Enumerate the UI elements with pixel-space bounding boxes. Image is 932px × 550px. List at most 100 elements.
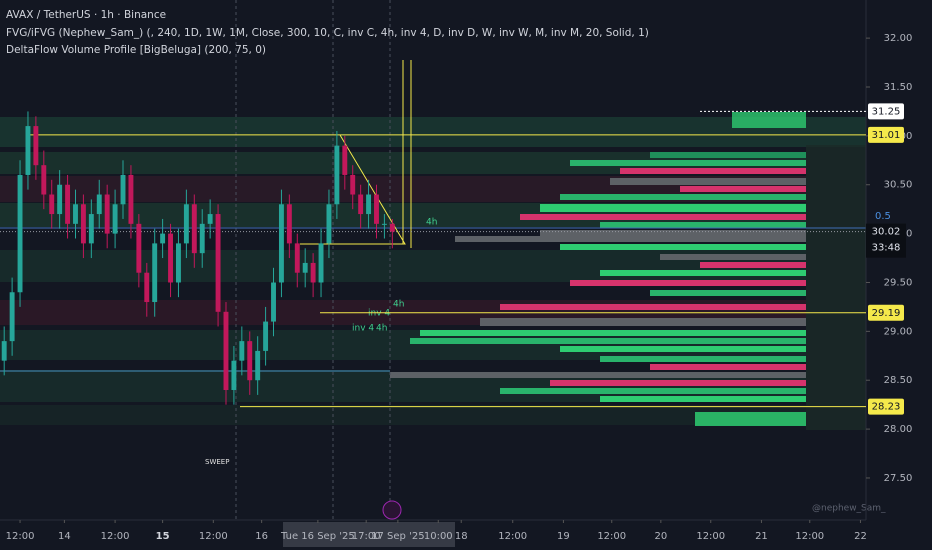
x-tick-label: 19 <box>557 531 570 542</box>
candle-body <box>263 321 269 351</box>
x-tick-label: 12:00 <box>6 531 35 542</box>
annotation: 4h <box>376 324 387 334</box>
volume-profile <box>390 112 866 430</box>
candle-body <box>231 360 237 390</box>
indicator: DeltaFlow Volume Profile [BigBeluga] (20… <box>6 44 266 56</box>
x-tick-label: 14 <box>58 531 71 542</box>
x-tick-label: 12:00 <box>101 531 130 542</box>
candle-body <box>271 282 276 322</box>
candle-body <box>73 204 78 224</box>
y-tick-label: 28.50 <box>884 375 913 386</box>
candle-body <box>9 292 15 342</box>
y-tick-label: 28.00 <box>884 424 913 435</box>
candle-body <box>41 165 47 195</box>
y-tick-label: 32.00 <box>884 33 913 44</box>
candle-body <box>152 243 158 303</box>
candle-body <box>160 233 166 244</box>
event-icon[interactable] <box>382 500 402 520</box>
countdown: 33:48 <box>872 243 901 254</box>
candle-body <box>176 243 181 283</box>
candle-body <box>389 223 395 232</box>
watermark: @nephew_Sam_ <box>812 504 886 514</box>
candle-body <box>104 194 110 234</box>
annotation: 4h <box>393 300 404 310</box>
y-tick-label: 29.50 <box>884 277 913 288</box>
candle-body <box>294 243 300 273</box>
chart-title: AVAX / TetherUS · 1h · Binance <box>6 9 166 21</box>
price-label-bg <box>868 398 904 415</box>
x-tick-label: 18 <box>455 531 468 542</box>
last-price-label: 30.02 <box>872 227 901 238</box>
candle-body <box>120 174 126 205</box>
candle-body <box>223 311 229 390</box>
x-tick-label: 15 <box>156 531 170 542</box>
candle-body <box>183 204 189 244</box>
price-label: 29.19 <box>872 308 901 319</box>
x-tick-label: 12:00 <box>696 531 725 542</box>
price-label: 31.25 <box>872 106 901 117</box>
candle-body <box>247 341 253 381</box>
candle-body <box>278 204 284 283</box>
indicator: FVG/iFVG (Nephew_Sam_) (, 240, 1D, 1W, 1… <box>6 27 649 39</box>
candle-body <box>239 341 245 361</box>
x-tick-label: 17 Sep '25 <box>371 531 424 542</box>
price-label-bg <box>868 126 904 143</box>
x-tick-label: 12:00 <box>199 531 228 542</box>
y-tick-label: 27.50 <box>884 473 913 484</box>
x-tick-label: 20 <box>654 531 667 542</box>
candle-body <box>96 194 102 215</box>
candle-body <box>25 126 31 175</box>
candle-body <box>207 214 213 224</box>
candle-body <box>326 204 332 244</box>
candle-body <box>310 262 316 283</box>
candle-body <box>350 174 356 195</box>
candle-body <box>302 262 308 273</box>
candle-body <box>215 214 221 312</box>
candle-body <box>65 184 71 224</box>
candle-body <box>334 145 340 205</box>
x-tick-label: 21 <box>755 531 768 542</box>
x-tick-label: 10:00 <box>424 531 453 542</box>
candle-body <box>49 194 55 215</box>
x-tick-label: 22 <box>854 531 867 542</box>
candle-body <box>33 126 39 166</box>
price-label: 31.01 <box>872 130 901 141</box>
crosshair-range <box>283 522 455 547</box>
candle-body <box>255 350 261 381</box>
x-tick-label: 12:00 <box>498 531 527 542</box>
last-price-bg <box>866 223 906 258</box>
candle-body <box>286 204 292 244</box>
x-tick-label: 12:00 <box>597 531 626 542</box>
y-tick-label: 29.00 <box>884 326 913 337</box>
drawings <box>0 0 866 520</box>
candle-body <box>144 272 150 303</box>
candle-body <box>374 194 379 224</box>
candle-body <box>168 233 173 283</box>
fib-label: 0.5 <box>875 211 891 222</box>
annotation: 4h <box>426 218 437 228</box>
annotation: SWEEP <box>205 458 229 466</box>
price-label-bg <box>868 304 904 321</box>
y-tick-label: 31.50 <box>884 82 913 93</box>
x-tick-label: 17:00 <box>352 531 381 542</box>
candle-body <box>112 204 118 234</box>
candle-body <box>136 223 142 273</box>
candle-body <box>88 214 94 244</box>
candle-body <box>366 194 372 215</box>
candle-body <box>342 145 348 175</box>
y-tick-label: 30.50 <box>884 180 913 191</box>
candle-body <box>199 223 205 254</box>
x-tick-label: 12:00 <box>795 531 824 542</box>
candle-body <box>358 194 364 215</box>
candle-body <box>191 204 197 254</box>
candle-body <box>381 223 387 225</box>
price-label: 28.23 <box>872 402 901 413</box>
candle-body <box>318 243 324 283</box>
candle-body <box>1 341 7 361</box>
candle-body <box>80 204 86 244</box>
annotation: inv 4 <box>368 309 390 319</box>
candle-body <box>57 184 63 215</box>
candle-body <box>128 174 134 224</box>
x-tick-label: Tue 16 Sep '25 <box>280 531 355 542</box>
